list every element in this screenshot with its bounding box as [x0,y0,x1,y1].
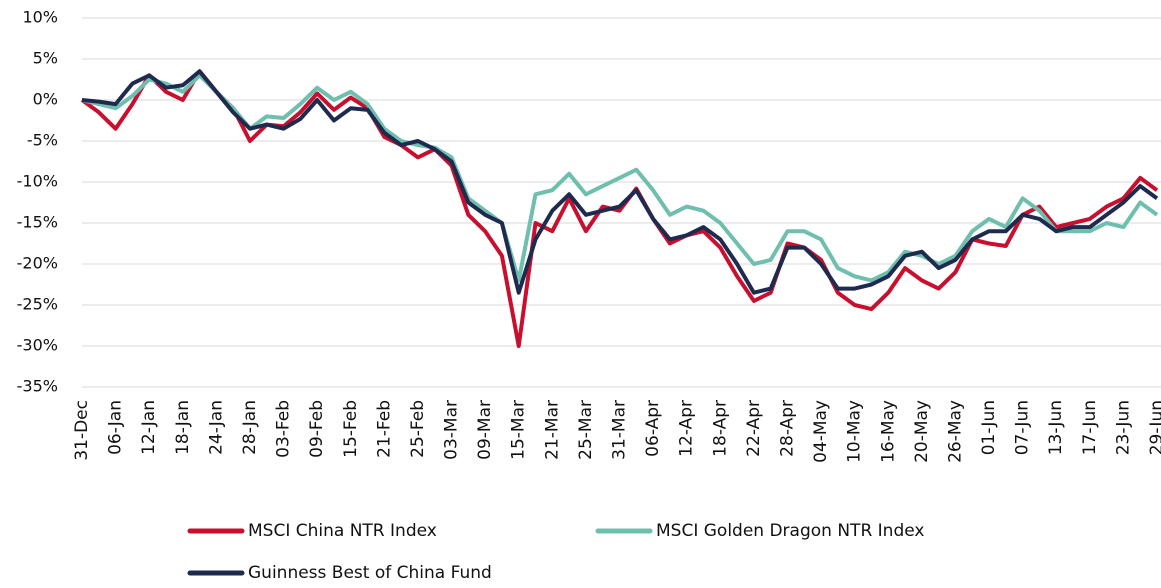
x-tick-label: 12-Apr [677,400,697,457]
y-tick-label: 10% [22,8,58,27]
x-tick-label: 22-Apr [744,400,764,457]
x-tick-label: 21-Feb [374,400,394,458]
x-tick-label: 23-Jun [1113,400,1133,455]
x-tick-label: 13-Jun [1046,400,1066,455]
x-tick-label: 01-Jun [979,400,999,455]
y-tick-label: -35% [17,377,58,396]
y-tick-label: -5% [27,131,58,150]
x-tick-label: 09-Mar [475,400,495,460]
x-tick-label: 03-Mar [442,400,462,460]
x-tick-label: 28-Apr [777,400,797,457]
x-tick-label: 18-Apr [710,400,730,457]
x-tick-label: 09-Feb [307,400,327,458]
x-tick-label: 16-May [878,400,898,463]
x-tick-label: 31-Mar [610,400,630,460]
legend-label: MSCI Golden Dragon NTR Index [656,521,924,541]
y-tick-label: -15% [17,213,58,232]
x-tick-label: 28-Jan [240,400,260,455]
x-tick-label: 25-Feb [408,400,428,458]
x-tick-label: 15-Feb [341,400,361,458]
x-tick-label: 03-Feb [274,400,294,458]
x-tick-label: 26-May [945,400,965,463]
series-line [81,69,1159,295]
legend-label: MSCI China NTR Index [248,521,437,541]
legend-label: Guinness Best of China Fund [248,563,492,583]
x-tick-label: 31-Dec [72,400,92,461]
series-line [80,69,1159,348]
x-tick-label: 17-Jun [1080,400,1100,455]
x-tick-label: 20-May [912,400,932,463]
x-tick-label: 29-Jun [1147,400,1161,455]
y-tick-label: 5% [33,49,58,68]
y-tick-label: -30% [17,336,58,355]
y-tick-label: 0% [33,90,58,109]
x-tick-label: 15-Mar [509,400,529,460]
x-tick-label: 06-Jan [106,400,126,455]
x-tick-label: 21-Mar [542,400,562,460]
x-tick-label: 10-May [845,400,865,463]
x-tick-label: 04-May [811,400,831,463]
x-tick-label: 25-Mar [576,400,596,460]
y-tick-label: -10% [17,172,58,191]
y-tick-label: -20% [17,254,58,273]
x-tick-label: 18-Jan [173,400,193,455]
x-tick-label: 12-Jan [139,400,159,455]
series-line [81,73,1159,283]
x-tick-label: 07-Jun [1013,400,1033,455]
x-tick-label: 24-Jan [206,400,226,455]
y-tick-label: -25% [17,295,58,314]
x-tick-label: 06-Apr [643,400,663,457]
